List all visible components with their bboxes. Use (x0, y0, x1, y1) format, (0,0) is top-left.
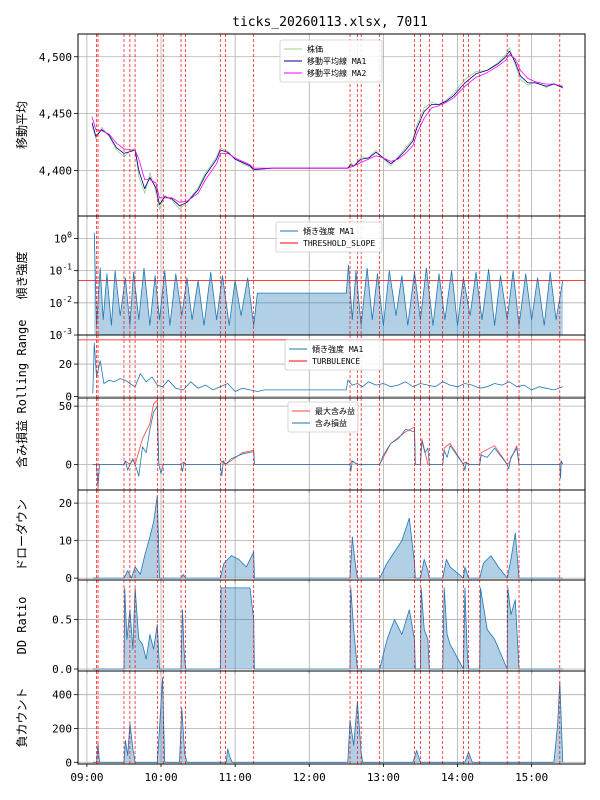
panel-slope: 10-3 10-2 10-1 100 傾き強度 傾き強度 MA1 THRESHOLD_SLO… (14, 215, 586, 342)
price-legend-label: 株価 (307, 44, 323, 54)
drawdown-ytick-label: 20 (59, 497, 72, 510)
price-ytick-label: 4,450 (39, 108, 72, 121)
slope-ytick-label: 10-1 (49, 263, 72, 278)
price-legend-label: 移動平均線 MA2 (307, 68, 366, 78)
price-series-2 (91, 54, 563, 203)
price-legend-box (279, 39, 383, 83)
slope-ytick-label: 100 (54, 230, 72, 245)
price-ytick-label: 4,400 (39, 165, 72, 178)
pnl-ytick-label: 50 (59, 400, 72, 413)
losscount-ytick-label: 0 (65, 756, 72, 769)
range-legend: 傾き強度 MA1 TURBULENCE (284, 339, 384, 371)
x-tick-label: 11:00 (219, 771, 252, 784)
losscount-ytick-label: 200 (52, 722, 72, 735)
price-ytick-label: 4,500 (39, 51, 72, 64)
range-series-0 (92, 342, 563, 394)
ddratio-series-0 (92, 587, 563, 670)
slope-ytick-label: 10-3 (49, 327, 72, 342)
price-ylabel: 移動平均 (15, 101, 29, 149)
range-legend-label: TURBULENCE (312, 357, 360, 366)
ddratio-ytick-label: 0.0 (52, 663, 72, 676)
slope-legend-box (275, 221, 383, 253)
losscount-frame (77, 670, 586, 765)
range-legend-box (284, 339, 384, 371)
x-tick-label: 12:00 (293, 771, 326, 784)
chart-title: ticks_20260113.xlsx, 7011 (232, 15, 428, 30)
pnl-ylabel: 含み損益 (14, 420, 29, 468)
slope-legend-label: THRESHOLD_SLOPE (303, 239, 375, 248)
drawdown-series-0 (92, 495, 563, 579)
pnl-ytick-label: 0 (65, 458, 72, 471)
x-tick-label: 10:00 (144, 771, 177, 784)
slope-series-0 (93, 232, 564, 326)
slope-ylabel: 傾き強度 (14, 251, 29, 299)
losscount-series-0 (92, 677, 564, 763)
drawdown-ytick-label: 10 (59, 535, 72, 548)
x-tick-label: 14:00 (441, 771, 474, 784)
x-tick-label: 09:00 (70, 771, 103, 784)
range-legend-label: 傾き強度 MA1 (312, 344, 363, 354)
range-ytick-label: 0 (65, 390, 72, 403)
drawdown-ytick-label: 0 (65, 572, 72, 585)
ddratio-ylabel: DD Ratio (15, 597, 29, 655)
panel-ddratio: 0.0 0.5 DD Ratio (15, 579, 586, 676)
losscount-ytick-label: 400 (52, 689, 72, 702)
pnl-legend-label: 含み損益 (315, 418, 347, 428)
x-tick-label: 13:00 (367, 771, 400, 784)
losscount-ylabel: 負カウント (15, 687, 29, 747)
x-tick-label: 15:00 (515, 771, 548, 784)
drawdown-series-area (92, 495, 563, 579)
pnl-legend-label: 最大含み益 (315, 406, 355, 416)
slope-ytick-label: 10-2 (49, 295, 72, 310)
price-legend-label: 移動平均線 MA1 (307, 56, 366, 66)
panel-losscount: 0 200 400 負カウント (15, 670, 586, 769)
panel-drawdown: 0 10 20 ドローダウン (14, 489, 586, 585)
range-ylabel: Rolling Range (15, 320, 29, 414)
slope-legend: 傾き強度 MA1 THRESHOLD_SLOPE (275, 221, 383, 253)
slope-legend-label: 傾き強度 MA1 (303, 226, 354, 236)
drawdown-ylabel: ドローダウン (14, 499, 29, 571)
ddratio-ytick-label: 0.5 (52, 614, 72, 627)
range-ytick-label: 20 (59, 358, 72, 371)
pnl-legend-box (287, 401, 359, 433)
slope-series-area (94, 232, 563, 335)
